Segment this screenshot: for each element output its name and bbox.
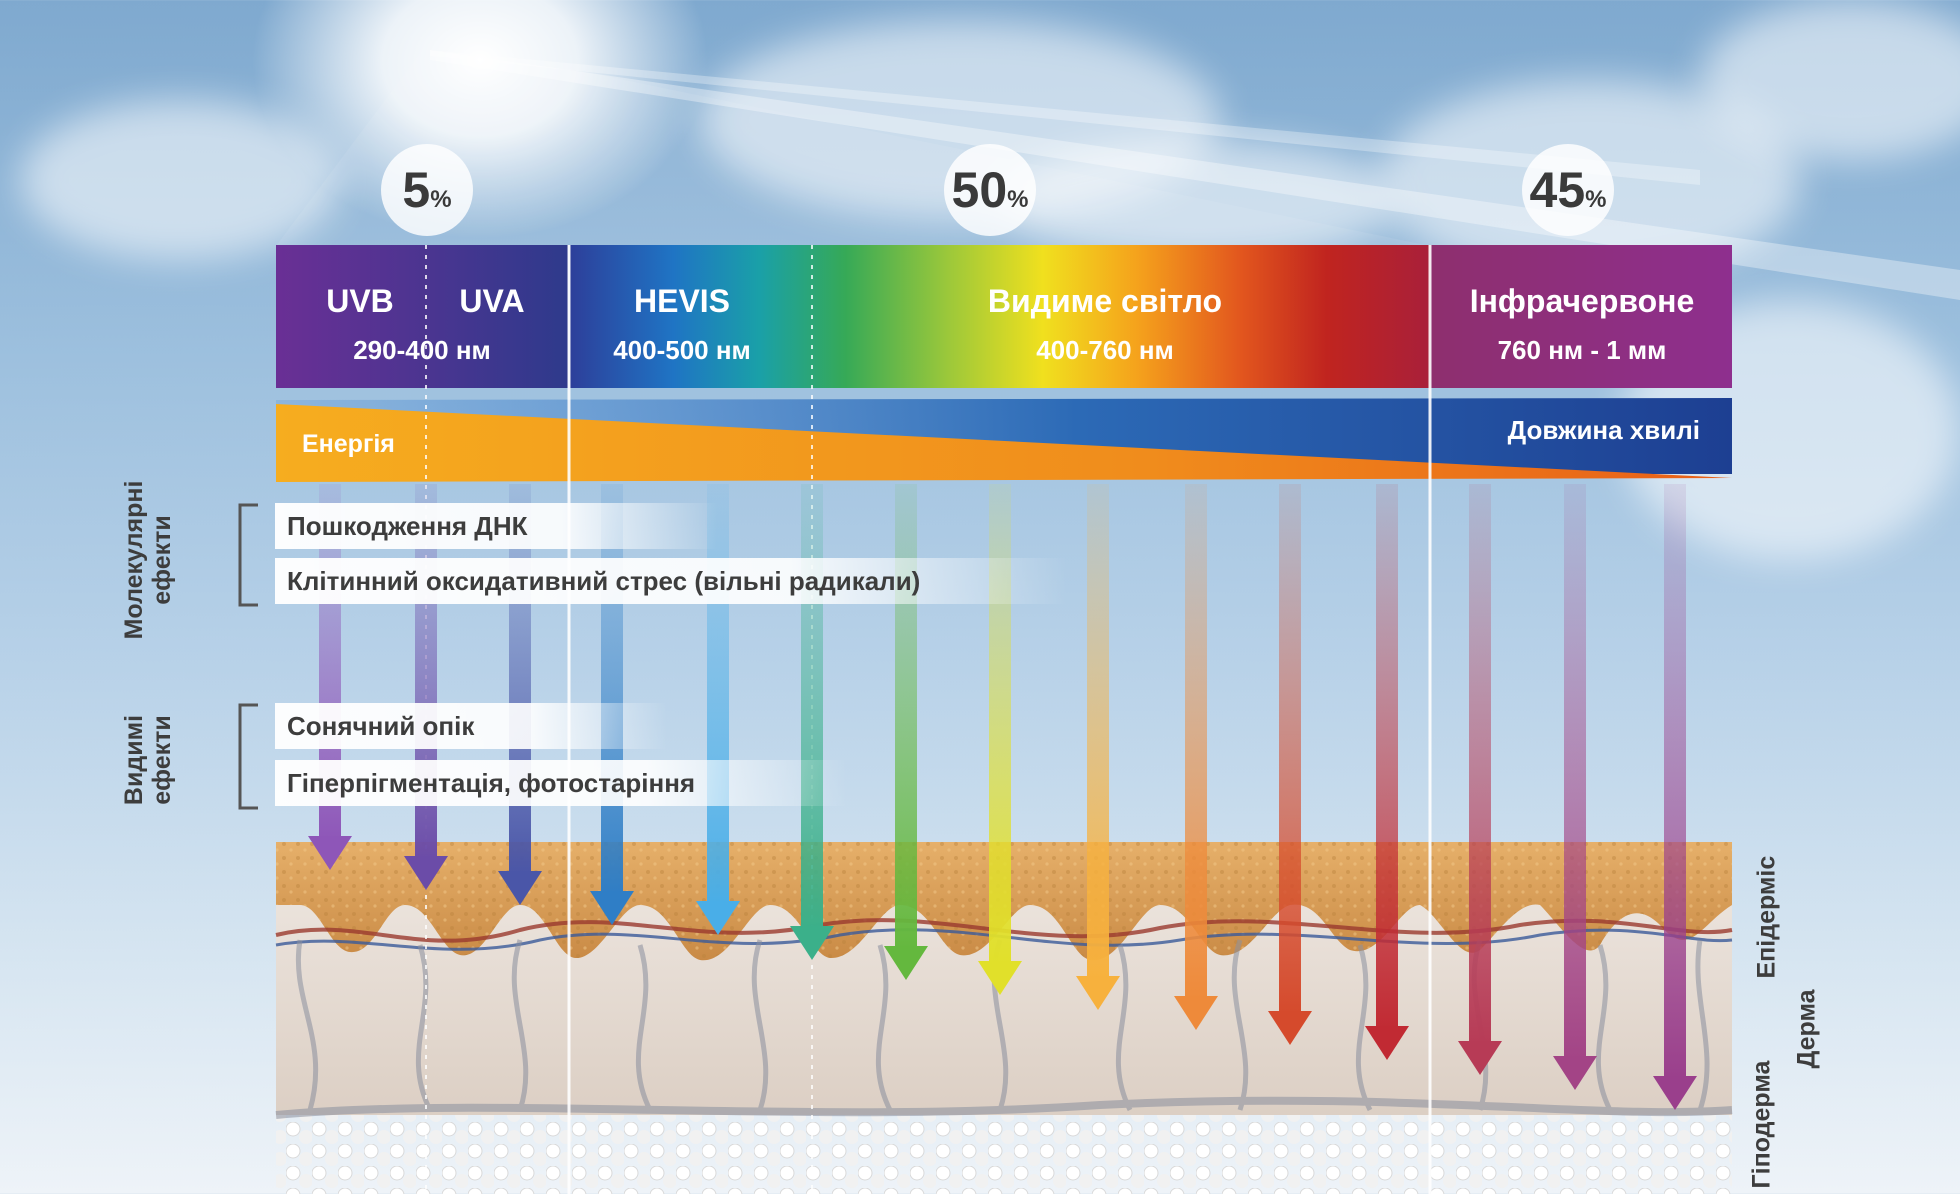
hevis-range: 400-500 нм xyxy=(613,335,751,365)
hevis-label: HEVIS xyxy=(633,283,731,319)
energy-label: Енергія xyxy=(302,430,395,458)
effect-oxidative-stress: Клітинний оксидативний стрес (вільні рад… xyxy=(275,558,1067,604)
arrow-shaft xyxy=(801,484,823,930)
arrow-head xyxy=(1174,996,1218,1030)
arrow-head xyxy=(498,871,542,905)
cloud xyxy=(1700,0,1960,160)
infrared-range: 760 нм - 1 мм xyxy=(1497,335,1667,365)
arrow-shaft xyxy=(1564,484,1586,1060)
uva-label: UVA xyxy=(459,283,525,319)
visible-effects-label: Видимі ефекти xyxy=(120,714,176,806)
effect-dna-damage: Пошкодження ДНК xyxy=(275,503,717,549)
arrow-head xyxy=(1653,1076,1697,1110)
epidermis-label: Епідерміс xyxy=(1752,855,1781,979)
arrow-shaft xyxy=(1087,484,1109,980)
arrow-shaft xyxy=(1469,484,1491,1045)
arrow-shaft xyxy=(1664,484,1686,1080)
arrow-head xyxy=(1458,1041,1502,1075)
effect-hyperpigmentation: Гіперпігментація, фотостаріння xyxy=(275,760,847,806)
arrow-head xyxy=(308,836,352,870)
cloud xyxy=(1000,140,1400,260)
hypodermis-layer xyxy=(276,1110,1732,1194)
hypodermis-label: Гіподерма xyxy=(1747,1060,1776,1189)
arrow-head xyxy=(1076,976,1120,1010)
energy-wedge xyxy=(276,404,1732,482)
infrared-percentage: 45% xyxy=(1522,144,1614,236)
arrow-shaft xyxy=(895,484,917,950)
uvb-label: UVB xyxy=(326,283,394,319)
dermis-label: Дерма xyxy=(1792,989,1821,1069)
arrow-head xyxy=(696,901,740,935)
uv-percentage: 5% xyxy=(381,144,473,236)
visible-light-range: 400-760 нм xyxy=(1036,335,1174,365)
arrow-shaft xyxy=(1185,484,1207,1000)
molecular-bracket xyxy=(238,503,258,607)
infrared-band xyxy=(1430,245,1732,388)
infrared-label: Інфрачервоне xyxy=(1469,283,1695,319)
arrow-head xyxy=(1365,1026,1409,1060)
arrow-shaft xyxy=(1279,484,1301,1015)
arrow-head xyxy=(978,961,1022,995)
arrow-head xyxy=(1268,1011,1312,1045)
effect-sunburn: Сонячний опік xyxy=(275,703,667,749)
arrow-head xyxy=(590,891,634,925)
arrow-head xyxy=(884,946,928,980)
visible-spectrum-band xyxy=(570,245,1430,388)
arrow-head xyxy=(404,856,448,890)
visible-percentage: 50% xyxy=(944,144,1036,236)
molecular-effects-label: Молекулярні ефекти xyxy=(120,480,176,640)
arrow-shaft xyxy=(1376,484,1398,1030)
arrow-head xyxy=(1553,1056,1597,1090)
arrow-head xyxy=(790,926,834,960)
vessel-branches xyxy=(275,939,1733,1119)
visible-light-label: Видиме світло xyxy=(987,283,1223,319)
wavelength-label: Довжина хвилі xyxy=(1507,415,1700,445)
visible-bracket xyxy=(238,703,258,810)
uv-band xyxy=(276,245,568,388)
uv-range: 290-400 нм xyxy=(353,335,491,365)
arrow-shaft xyxy=(989,484,1011,965)
